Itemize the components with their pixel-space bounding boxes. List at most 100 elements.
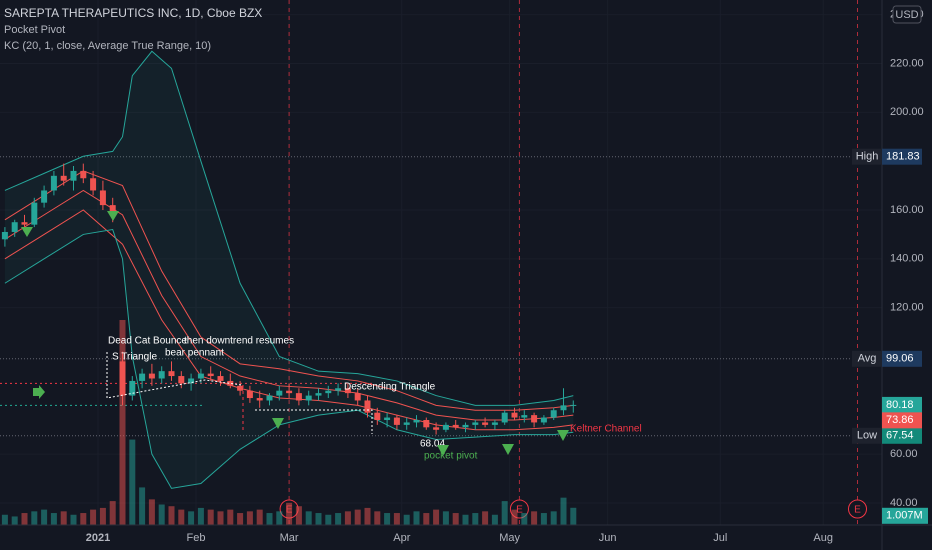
candle-body (50, 175, 57, 191)
volume-bar (217, 511, 224, 525)
signal-arrow (33, 385, 45, 399)
pocket-pivot-marker (502, 444, 514, 455)
candle-body (305, 395, 312, 401)
x-tick-label: 2021 (86, 532, 110, 544)
pocket-pivot-marker (557, 430, 569, 441)
stat-value: 67.54 (886, 430, 914, 442)
volume-bar (560, 497, 567, 525)
candle-body (295, 393, 302, 401)
volume-bar (442, 511, 449, 525)
volume-bar (295, 506, 302, 525)
candle-body (256, 398, 263, 401)
candle-body (482, 422, 489, 425)
stat-value: 99.06 (886, 353, 914, 365)
volume-bar (188, 511, 195, 525)
currency-label: USD (895, 9, 918, 21)
candle-body (139, 373, 146, 381)
y-tick-label: 220.00 (890, 57, 924, 69)
candle-body (60, 175, 67, 181)
annotation: 68.04 (420, 439, 445, 450)
kc-value: 73.86 (886, 414, 914, 426)
stat-value-badge (882, 148, 922, 165)
volume-bar (80, 513, 87, 525)
candle-body (384, 417, 391, 420)
stat-value-badge (882, 350, 922, 367)
annotation: bear pennant (165, 348, 224, 359)
x-tick-label: Mar (280, 532, 299, 544)
candle-body (158, 371, 165, 379)
pocket-pivot-marker (21, 227, 33, 237)
y-tick-label: 40.00 (890, 497, 918, 509)
candle-body (560, 405, 567, 411)
candle-body (70, 170, 77, 181)
pocket-pivot-marker (272, 418, 284, 429)
annotation: pocket pivot (424, 451, 478, 462)
candle-body (433, 427, 440, 430)
candle-body (472, 422, 479, 425)
candle-body (266, 395, 273, 401)
volume-bar (374, 511, 381, 525)
candle-body (335, 388, 342, 391)
y-tick-label: 160.00 (890, 204, 924, 216)
annotation: Keltner Channel (570, 424, 642, 435)
drawings (21, 211, 569, 456)
candle-body (80, 170, 87, 179)
x-tick-label: Jul (713, 532, 727, 544)
candle-body (423, 420, 430, 428)
volume-bar (305, 511, 312, 525)
volume-bar (11, 516, 18, 525)
volume-bar (452, 513, 459, 525)
candle-body (227, 380, 234, 386)
y-tick-label: 140.00 (890, 253, 924, 265)
annotation: then downtrend resumes (184, 336, 294, 347)
indicator-line (4, 228, 574, 489)
volume-bar (325, 514, 332, 525)
kc-badge (882, 412, 922, 429)
candle-body (413, 420, 420, 423)
triangle-drawing (106, 352, 243, 399)
volume-bar (384, 513, 391, 525)
stat-name: Avg (858, 353, 877, 365)
volume-bar (227, 509, 234, 525)
indicator-name: KC (20, 1, close, Average True Range, 10… (4, 40, 211, 52)
volume-bar (521, 513, 528, 525)
candle-body (237, 385, 244, 391)
candle-body (276, 390, 283, 396)
candle-body (325, 390, 332, 394)
candle-body (540, 417, 547, 423)
volume-bar (178, 509, 185, 525)
candle-body (188, 378, 195, 384)
candle-body (286, 390, 293, 394)
volume-bar (21, 513, 28, 525)
candle-body (99, 190, 106, 206)
stat-value: 181.83 (886, 151, 920, 163)
volume-value: 1.007M (886, 510, 923, 522)
volume-bar (501, 501, 508, 525)
volume-bar (393, 513, 400, 525)
annotation: S Triangle (112, 352, 157, 363)
volume-bar (423, 513, 430, 525)
candle-body (148, 373, 155, 379)
candle-body (315, 393, 322, 396)
x-tick-label: Jun (599, 532, 617, 544)
candle-body (207, 373, 214, 377)
pocket-pivot-marker (107, 211, 119, 221)
candle-body (41, 190, 48, 203)
volume-bar (570, 507, 577, 525)
volume-bar (207, 509, 214, 525)
y-tick-label: 60.00 (890, 448, 918, 460)
candle-body (501, 412, 508, 423)
candle-body (521, 415, 528, 418)
currency-badge[interactable] (892, 5, 922, 24)
pocket-pivot-marker (437, 445, 449, 456)
candle-body (246, 390, 253, 399)
volume-badge (882, 507, 928, 524)
volume-bar (60, 511, 67, 525)
earnings-label: E (516, 505, 523, 516)
price-axis (882, 0, 932, 550)
candle-body (491, 422, 498, 425)
volume-bar (246, 511, 253, 525)
candle-body (129, 380, 136, 396)
